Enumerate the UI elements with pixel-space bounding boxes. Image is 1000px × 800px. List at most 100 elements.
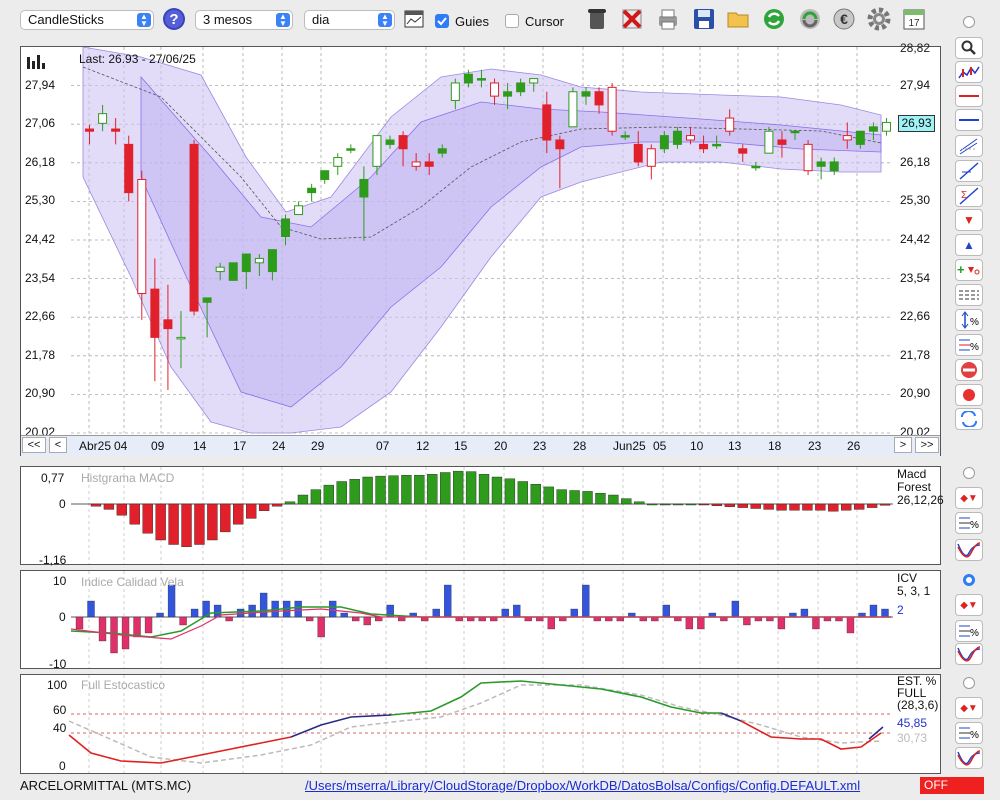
icv-bar xyxy=(133,616,141,638)
candle xyxy=(372,135,382,176)
print-button[interactable] xyxy=(654,5,682,33)
candle xyxy=(555,135,565,189)
stoch-title: Full Estocastico xyxy=(81,678,166,692)
open-folder-button[interactable] xyxy=(725,5,753,33)
macd-bar xyxy=(595,493,606,505)
interval-value: dia xyxy=(312,12,330,27)
off-status-badge[interactable]: OFF xyxy=(920,777,984,794)
nav-first-button[interactable]: << xyxy=(22,437,46,453)
horizontal-line-red-button[interactable] xyxy=(955,85,983,107)
range-percent-button[interactable]: % xyxy=(955,309,983,331)
candle xyxy=(359,166,369,241)
settings-button[interactable] xyxy=(865,5,893,33)
stoch-arrows-button[interactable]: ◆▼ xyxy=(955,697,983,719)
macd-radio[interactable] xyxy=(963,467,975,479)
trash-button[interactable] xyxy=(583,5,611,33)
stoch-curve-button[interactable] xyxy=(955,747,983,769)
percent-lines-icon: % xyxy=(959,517,979,531)
euro-coin-icon: € xyxy=(833,8,855,30)
period-select[interactable]: 3 mesos ▲ ▼ xyxy=(195,10,293,30)
stop-button[interactable] xyxy=(955,359,983,381)
macd-bar xyxy=(815,503,826,511)
swap-button[interactable] xyxy=(955,408,983,430)
red-arrows-icon: ◆▼ xyxy=(960,492,978,504)
icv-lines-button[interactable]: % xyxy=(955,620,983,642)
icv-bar xyxy=(869,604,878,618)
macd-bar xyxy=(414,474,425,505)
save-button[interactable] xyxy=(690,5,718,33)
add-remove-button[interactable]: + xyxy=(955,259,983,281)
nav-prev-button[interactable]: < xyxy=(49,437,67,453)
icv-bar xyxy=(190,608,199,618)
config-path-link[interactable]: /Users/mserra/Library/CloudStorage/Dropb… xyxy=(305,778,861,793)
candle xyxy=(463,69,473,88)
icv-bar xyxy=(121,616,130,650)
macd-arrows-button[interactable]: ◆▼ xyxy=(955,487,983,509)
candle xyxy=(424,153,434,176)
icv-radio[interactable] xyxy=(963,574,975,586)
zoom-button[interactable] xyxy=(955,37,983,59)
macd-curve-button[interactable] xyxy=(955,539,983,561)
main-chart-panel[interactable]: Last: 26.93 - 27/06/25 28,82 27,94 27,06 2… xyxy=(20,41,941,456)
cursor-checkbox[interactable] xyxy=(505,14,519,28)
fibonacci-button[interactable]: Σ xyxy=(955,185,983,207)
stoch-k-line-red xyxy=(740,720,882,750)
candle xyxy=(228,262,238,281)
indicator-button[interactable] xyxy=(955,61,983,83)
arrow-down-button[interactable]: ▼ xyxy=(955,209,983,231)
candle xyxy=(712,135,722,149)
sync-button[interactable] xyxy=(796,5,824,33)
icv-bar xyxy=(305,616,314,622)
x-tick-label: 28 xyxy=(573,439,587,453)
channel-button[interactable] xyxy=(955,135,983,157)
candle xyxy=(620,131,630,140)
candle xyxy=(568,87,578,128)
calendar-button[interactable]: 17 xyxy=(900,5,928,33)
grid-lines-button[interactable] xyxy=(955,284,983,306)
icv-bar xyxy=(352,616,360,622)
record-button[interactable] xyxy=(955,384,983,406)
stoch-lines-button[interactable]: % xyxy=(955,722,983,744)
delete-button[interactable] xyxy=(618,5,646,33)
percent-lines-button[interactable]: % xyxy=(955,334,983,356)
price-chart[interactable] xyxy=(21,47,940,455)
macd-bar xyxy=(828,503,839,512)
guides-checkbox[interactable] xyxy=(435,14,449,28)
horizontal-line-blue-button[interactable] xyxy=(955,109,983,131)
range-percent-icon: % xyxy=(961,311,979,329)
candle xyxy=(659,131,669,154)
curve-icon xyxy=(957,750,981,766)
arrow-up-button[interactable]: ▲ xyxy=(955,234,983,256)
stoch-radio[interactable] xyxy=(963,677,975,689)
chart-type-select[interactable]: CandleSticks ▲ ▼ xyxy=(20,10,154,30)
icv-arrows-button[interactable]: ◆▼ xyxy=(955,594,983,616)
macd-bar xyxy=(310,489,322,505)
chevron-updown-icon: ▲ ▼ xyxy=(137,13,151,28)
icv-curve-button[interactable] xyxy=(955,643,983,665)
nav-last-button[interactable]: >> xyxy=(915,437,939,453)
chart-window-button[interactable] xyxy=(400,5,428,33)
svg-text:%: % xyxy=(970,520,979,531)
refresh-button[interactable] xyxy=(760,5,788,33)
y-tick-label: 23,54 xyxy=(25,270,56,285)
currency-button[interactable]: € xyxy=(830,5,858,33)
macd-bar xyxy=(763,503,774,510)
macd-bar xyxy=(103,503,115,510)
trendline-button[interactable] xyxy=(955,160,983,182)
macd-panel[interactable]: Histgrama MACD 0,77 0 -1,16 Macd Forest … xyxy=(20,466,944,567)
candle xyxy=(633,131,643,167)
x-tick-label: 17 xyxy=(233,439,247,453)
nav-next-button[interactable]: > xyxy=(894,437,912,453)
macd-lines-button[interactable]: % xyxy=(955,512,983,534)
icv-panel[interactable]: Indice Calidad Vela 10 0 -10 ICV 5, 3, 1… xyxy=(20,570,941,671)
y-tick-label: 24,42 xyxy=(900,232,931,246)
macd-bar xyxy=(879,503,891,506)
top-radio[interactable] xyxy=(963,16,975,28)
macd-bar xyxy=(336,481,347,505)
help-button[interactable]: ? xyxy=(160,5,188,33)
candle xyxy=(98,104,108,132)
interval-select[interactable]: dia ▲ ▼ xyxy=(304,10,395,30)
stochastic-panel[interactable]: Full Estocastico 100 60 40 0 EST. % FULL… xyxy=(20,674,941,774)
icv-bar xyxy=(800,608,809,618)
macd-bar xyxy=(297,494,309,505)
